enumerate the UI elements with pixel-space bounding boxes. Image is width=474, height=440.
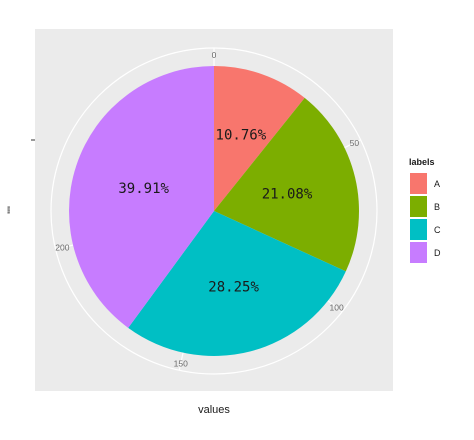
theta-tick-label: 50 <box>350 138 360 148</box>
slice-labels: 10.76% 21.08% 28.25% 39.91% <box>118 128 312 296</box>
legend-key-b <box>410 196 427 217</box>
theta-tick-label: 150 <box>174 358 188 368</box>
pie-slice-c <box>128 211 346 356</box>
legend-label-d: D <box>434 248 441 258</box>
theta-gridline <box>55 244 74 250</box>
theta-tick-label: 200 <box>55 243 69 253</box>
x-axis-title: values <box>198 404 230 416</box>
theta-axis: 0 50 100 150 200 <box>55 48 361 371</box>
slice-label-d: 39.91% <box>118 181 169 197</box>
pie-slice-d <box>69 66 214 328</box>
theta-gridline <box>327 300 343 313</box>
slice-label-c: 28.25% <box>208 279 259 295</box>
legend-label-b: B <box>434 202 440 212</box>
legend: labels A B C D <box>409 157 441 263</box>
theta-gridline <box>344 139 361 149</box>
legend-label-c: C <box>434 225 441 235</box>
legend-key-d <box>410 242 427 263</box>
legend-key-c <box>410 219 427 240</box>
y-axis-title: "" <box>6 206 18 214</box>
legend-title: labels <box>409 157 435 167</box>
slice-label-b: 21.08% <box>262 187 313 203</box>
pie-slice-a <box>214 66 305 211</box>
pie-slice-b <box>214 97 359 272</box>
theta-tick-label: 0 <box>212 50 217 60</box>
slice-label-a: 10.76% <box>216 128 267 144</box>
slices <box>69 66 359 356</box>
theta-tick-label: 100 <box>329 302 343 312</box>
legend-key-a <box>410 173 427 194</box>
theta-gridline <box>178 352 184 371</box>
legend-label-a: A <box>434 179 440 189</box>
